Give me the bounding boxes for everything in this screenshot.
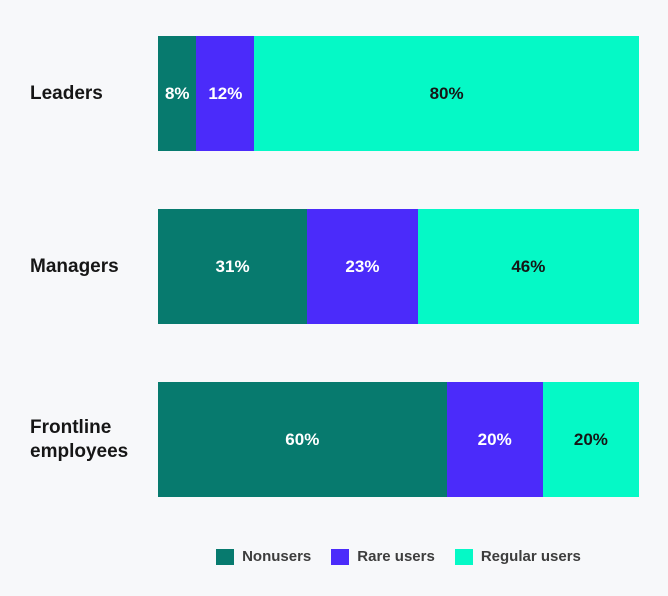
chart-row: Managers 31% 23% 46% (30, 209, 639, 324)
bar-segment: 46% (417, 209, 639, 324)
legend-swatch-icon (216, 548, 235, 565)
bar-segment: 60% (158, 382, 447, 497)
bar-segment: 23% (307, 209, 418, 324)
legend-item: Regular users (454, 548, 581, 565)
bar-segment: 80% (254, 36, 639, 151)
category-label: Managers (30, 255, 119, 277)
legend-label: Regular users (480, 548, 581, 565)
bar-segment: 12% (196, 36, 255, 151)
category-label: Leaders (30, 82, 103, 104)
legend-swatch-icon (331, 548, 350, 565)
chart-row: Leaders 8% 12% 80% (30, 36, 639, 151)
legend-item: Nonusers (216, 548, 311, 565)
chart-legend: Nonusers Rare users Regular users (158, 548, 639, 565)
bar-segment: 20% (446, 382, 543, 497)
chart-rows: Leaders 8% 12% 80% Managers 31% 23% 46% Frontlin… (30, 36, 639, 497)
legend-label: Rare users (357, 548, 435, 565)
bar-segment: 20% (542, 382, 639, 497)
bar-segment: 31% (158, 209, 308, 324)
bar: 8% 12% 80% (158, 36, 639, 151)
bar-segment: 8% (158, 36, 197, 151)
bar: 60% 20% 20% (158, 382, 639, 497)
legend-swatch-icon (454, 548, 473, 565)
legend-label: Nonusers (242, 548, 312, 565)
category-label: Frontline employees (30, 416, 129, 462)
legend-item: Rare users (331, 548, 435, 565)
bar: 31% 23% 46% (158, 209, 639, 324)
chart-row: Frontline employees 60% 20% 20% (30, 382, 639, 497)
